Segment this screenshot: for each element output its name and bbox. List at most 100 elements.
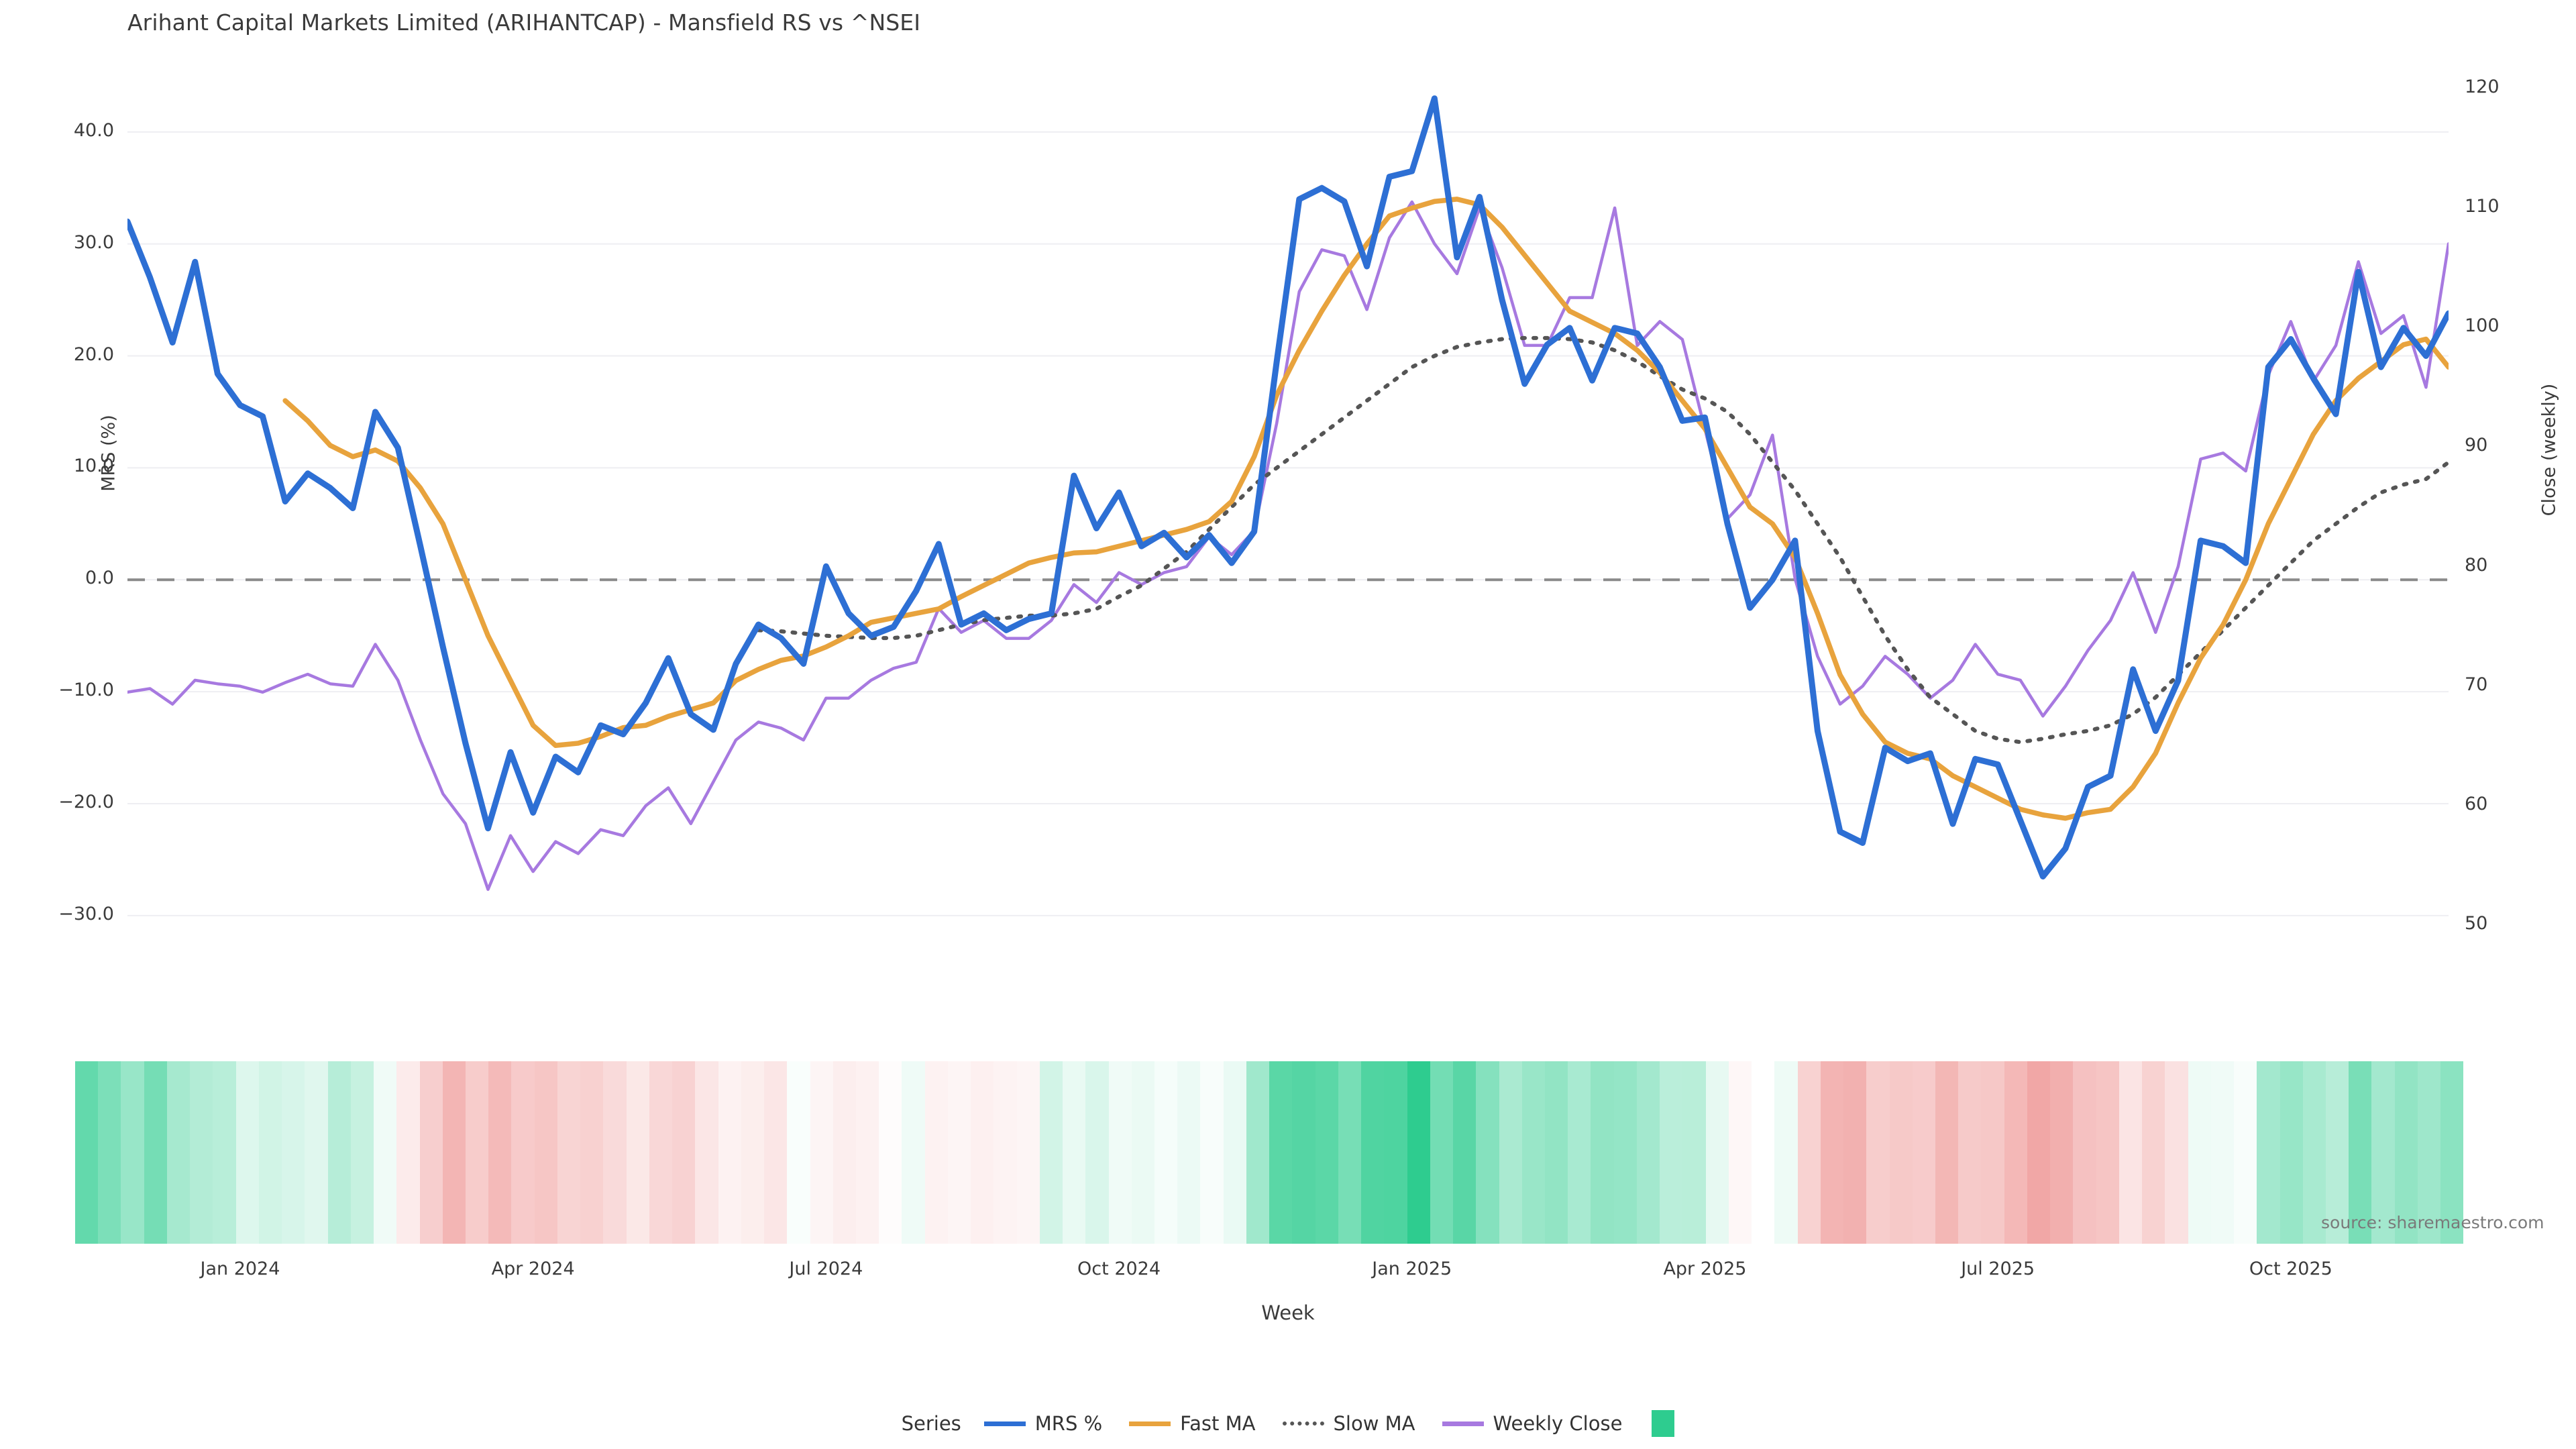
x-axis-tick: Jul 2024 [789, 1258, 863, 1279]
heatmap-cell [1039, 1061, 1063, 1244]
heatmap-cell [1476, 1061, 1499, 1244]
heatmap-cell [2325, 1061, 2349, 1244]
heatmap-cell [258, 1061, 282, 1244]
heatmap-cell [1889, 1061, 1913, 1244]
heatmap-cell [1177, 1061, 1201, 1244]
x-axis-tick: Jan 2024 [200, 1258, 280, 1279]
heatmap-cell [1866, 1061, 1890, 1244]
heatmap-cell [1682, 1061, 1706, 1244]
legend-entry[interactable]: Weekly Close [1442, 1412, 1623, 1435]
heatmap-cell [855, 1061, 879, 1244]
y-axis-left-tick: −10.0 [58, 680, 114, 701]
heatmap-cell [1912, 1061, 1935, 1244]
heatmap-cell [2440, 1061, 2463, 1244]
heatmap-cell [1453, 1061, 1477, 1244]
heatmap-cell [1660, 1061, 1683, 1244]
heatmap-cell [419, 1061, 443, 1244]
heatmap-cell [603, 1061, 627, 1244]
heatmap-cell [1981, 1061, 2004, 1244]
legend-label: Weekly Close [1493, 1412, 1623, 1435]
x-axis-tick: Jan 2025 [1372, 1258, 1452, 1279]
heatmap-cell [1568, 1061, 1591, 1244]
heatmap-cell [1108, 1061, 1132, 1244]
y-axis-left-tick: 20.0 [73, 343, 114, 365]
legend-label: Fast MA [1180, 1412, 1256, 1435]
y-axis-right-tick: 100 [2465, 315, 2500, 337]
heatmap-cell [2188, 1061, 2211, 1244]
heatmap-cell [1361, 1061, 1385, 1244]
heatmap-cell [1636, 1061, 1660, 1244]
heatmap-cell [213, 1061, 236, 1244]
heatmap-cell [1591, 1061, 1614, 1244]
y-axis-right-label: Close (weekly) [2538, 383, 2560, 517]
heatmap-cell [396, 1061, 420, 1244]
heatmap-cell [2050, 1061, 2074, 1244]
legend-entry[interactable] [1649, 1410, 1675, 1437]
heatmap-cell [2257, 1061, 2280, 1244]
heatmap-cell [2073, 1061, 2096, 1244]
legend-label: Slow MA [1333, 1412, 1415, 1435]
heatmap-cell [833, 1061, 856, 1244]
heatmap-cell [1935, 1061, 1959, 1244]
heatmap-cell [787, 1061, 810, 1244]
chart-canvas [127, 95, 2449, 916]
heatmap-cell [1246, 1061, 1270, 1244]
heatmap-cell [924, 1061, 948, 1244]
heatmap-cell [1728, 1061, 1752, 1244]
heatmap-cell [1200, 1061, 1224, 1244]
series-line-fast-ma [282, 197, 2449, 821]
heatmap-cell [1016, 1061, 1040, 1244]
legend-swatch-line [1129, 1421, 1171, 1426]
heatmap-cell [2142, 1061, 2165, 1244]
legend-swatch-dotted [1282, 1421, 1324, 1426]
heatmap-cell [2004, 1061, 2027, 1244]
legend-entry[interactable]: Fast MA [1129, 1412, 1256, 1435]
heatmap-cell [1958, 1061, 1982, 1244]
legend-swatch-line [1442, 1421, 1484, 1426]
y-axis-left-tick: −20.0 [58, 792, 114, 813]
legend-swatch-line [983, 1421, 1026, 1426]
y-axis-left-tick: 0.0 [85, 568, 114, 589]
series-line-mrs [127, 95, 2449, 880]
heatmap-cell [1269, 1061, 1293, 1244]
heatmap-cell [1820, 1061, 1844, 1244]
heatmap-cell [121, 1061, 144, 1244]
legend-entry[interactable]: Slow MA [1282, 1412, 1415, 1435]
y-axis-left-tick: 10.0 [73, 455, 114, 477]
heatmap-cell [764, 1061, 788, 1244]
heatmap-cell [580, 1061, 604, 1244]
source-attribution: source: sharemaestro.com [2321, 1213, 2544, 1232]
heatmap-cell [282, 1061, 305, 1244]
heatmap-cell [1315, 1061, 1338, 1244]
heatmap-cell [166, 1061, 191, 1244]
heatmap-cell [511, 1061, 535, 1244]
heatmap-cell [1545, 1061, 1568, 1244]
x-axis-tick: Jul 2025 [1961, 1258, 2035, 1279]
legend-entry[interactable]: MRS % [983, 1412, 1103, 1435]
plot-area [127, 70, 2449, 949]
heatmap-cell [2394, 1061, 2418, 1244]
heatmap-cell [1131, 1061, 1155, 1244]
heatmap-cell [1155, 1061, 1178, 1244]
heatmap-cell [695, 1061, 718, 1244]
y-axis-right-tick: 110 [2465, 195, 2500, 217]
heatmap-cell [2371, 1061, 2395, 1244]
heatmap-cell [1338, 1061, 1362, 1244]
y-axis-right-tick: 120 [2465, 76, 2500, 97]
heatmap-cell [1407, 1061, 1430, 1244]
heatmap-cell [2027, 1061, 2051, 1244]
page-title: Arihant Capital Markets Limited (ARIHANT… [127, 9, 921, 36]
heatmap-cell [879, 1061, 902, 1244]
y-axis-left-tick: 30.0 [73, 231, 114, 253]
heatmap-cell [2165, 1061, 2188, 1244]
legend-heatmap-swatch [1652, 1410, 1675, 1437]
y-axis-left-label: MRS (%) [98, 415, 119, 492]
heatmap-cell [2096, 1061, 2119, 1244]
heatmap-cell [1521, 1061, 1545, 1244]
legend-label: MRS % [1034, 1412, 1103, 1435]
heatmap-cell [994, 1061, 1017, 1244]
heatmap-cell [98, 1061, 121, 1244]
heatmap-cell [2118, 1061, 2143, 1244]
series-line-weekly-close [127, 200, 2449, 892]
heatmap-cell [305, 1061, 328, 1244]
